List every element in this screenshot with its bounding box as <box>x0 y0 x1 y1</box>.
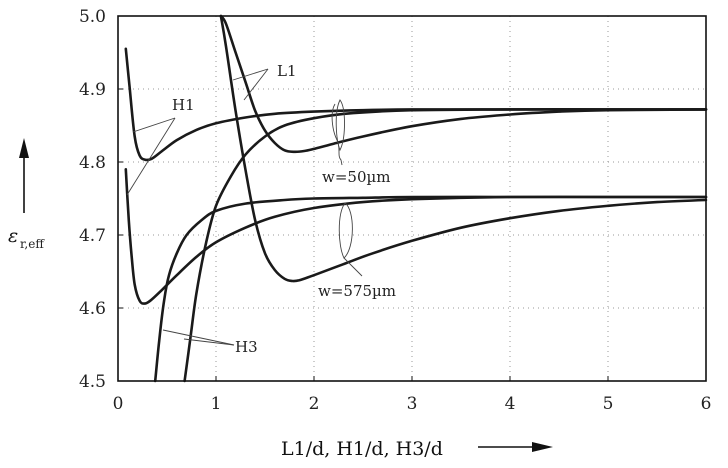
l1-label: L1 <box>277 62 297 80</box>
w575-brace <box>343 257 363 277</box>
l1-leader <box>243 68 269 101</box>
w50-ellipse <box>335 99 345 152</box>
y-tick-label: 4.6 <box>79 299 106 319</box>
y-axis-title: ε <box>8 225 18 247</box>
x-tick-label: 2 <box>309 394 320 414</box>
h3-label: H3 <box>235 338 258 356</box>
x-tick-label: 3 <box>407 394 418 414</box>
y-tick-label: 4.9 <box>79 80 106 100</box>
l1-leader <box>232 68 269 81</box>
x-tick-label: 4 <box>505 394 516 414</box>
y-tick-label: 4.8 <box>79 153 106 173</box>
y-axis-arrow <box>19 138 29 213</box>
w50-label: w=50µm <box>322 168 390 186</box>
series-line-h3-w50 <box>183 108 708 383</box>
w575-ellipse <box>338 202 353 259</box>
grid-lines <box>118 16 706 381</box>
axis-ticks: 0 1 2 3 4 5 6 4.5 4.6 4.7 4.8 4.9 5.0 <box>79 7 711 414</box>
x-tick-label: 0 <box>113 394 124 414</box>
series-line-h3-w575 <box>153 195 708 383</box>
series-line-l1-w575 <box>219 14 708 283</box>
x-axis-title: L1/d, H1/d, H3/d <box>281 438 443 460</box>
y-tick-label: 4.5 <box>79 372 106 392</box>
x-tick-label: 6 <box>701 394 712 414</box>
h1-leader <box>126 117 176 196</box>
x-axis-arrow <box>478 442 553 452</box>
h3-leader <box>183 338 235 346</box>
series-line-h1-w50 <box>124 47 708 162</box>
annotation-leaders <box>126 68 363 346</box>
w575-label: w=575µm <box>318 282 396 300</box>
h1-label: H1 <box>172 96 195 114</box>
series-line-l1-w50 <box>219 14 708 154</box>
h1-leader <box>132 117 176 133</box>
y-tick-label: 5.0 <box>79 7 106 27</box>
series-line-h1-w575 <box>124 168 708 305</box>
y-tick-label: 4.7 <box>79 226 106 246</box>
x-tick-label: 5 <box>603 394 614 414</box>
x-tick-label: 1 <box>211 394 222 414</box>
y-axis-title-subscript: r,eff <box>20 237 45 251</box>
h3-leader <box>162 329 235 346</box>
data-curves <box>124 14 708 383</box>
